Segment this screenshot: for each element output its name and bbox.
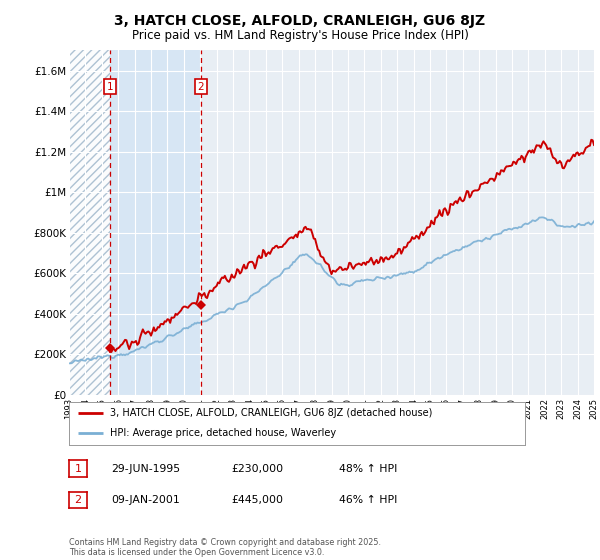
Text: 1: 1 <box>107 82 113 92</box>
Text: HPI: Average price, detached house, Waverley: HPI: Average price, detached house, Wave… <box>110 428 336 438</box>
Text: 29-JUN-1995: 29-JUN-1995 <box>111 464 180 474</box>
Text: 3, HATCH CLOSE, ALFOLD, CRANLEIGH, GU6 8JZ: 3, HATCH CLOSE, ALFOLD, CRANLEIGH, GU6 8… <box>115 14 485 28</box>
Bar <box>69 50 110 395</box>
Text: 46% ↑ HPI: 46% ↑ HPI <box>339 495 397 505</box>
Text: Contains HM Land Registry data © Crown copyright and database right 2025.
This d: Contains HM Land Registry data © Crown c… <box>69 538 381 557</box>
Text: 3, HATCH CLOSE, ALFOLD, CRANLEIGH, GU6 8JZ (detached house): 3, HATCH CLOSE, ALFOLD, CRANLEIGH, GU6 8… <box>110 408 433 418</box>
Text: 09-JAN-2001: 09-JAN-2001 <box>111 495 180 505</box>
Text: Price paid vs. HM Land Registry's House Price Index (HPI): Price paid vs. HM Land Registry's House … <box>131 29 469 42</box>
Text: £230,000: £230,000 <box>231 464 283 474</box>
Bar <box>110 50 201 395</box>
Text: 48% ↑ HPI: 48% ↑ HPI <box>339 464 397 474</box>
Text: 2: 2 <box>74 495 82 505</box>
Text: 2: 2 <box>197 82 204 92</box>
Text: £445,000: £445,000 <box>231 495 283 505</box>
Text: 1: 1 <box>74 464 82 474</box>
